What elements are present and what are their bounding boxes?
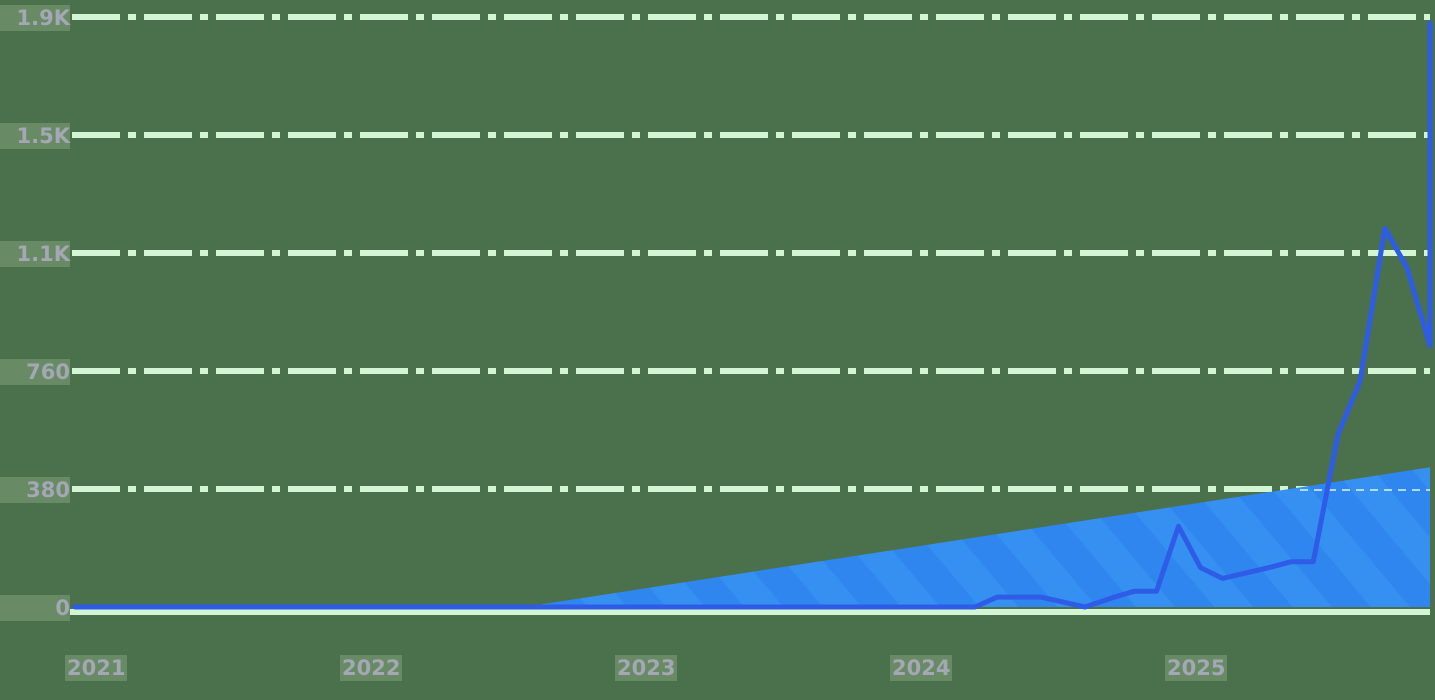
y-tick-label: 1.9K <box>0 5 70 31</box>
x-tick-label: 2024 <box>890 655 953 681</box>
x-tick-label: 2022 <box>340 655 403 681</box>
x-tick-label: 2023 <box>615 655 678 681</box>
x-tick-label: 2025 <box>1165 655 1228 681</box>
y-tick-label: 1.1K <box>0 241 70 267</box>
y-tick-label: 380 <box>0 477 70 503</box>
line-series <box>72 20 1433 610</box>
area-series <box>524 467 1430 607</box>
y-tick-label: 0 <box>0 595 70 621</box>
y-tick-label: 1.5K <box>0 123 70 149</box>
gridlines <box>72 14 1430 492</box>
y-tick-label: 760 <box>0 359 70 385</box>
x-tick-label: 2021 <box>65 655 128 681</box>
